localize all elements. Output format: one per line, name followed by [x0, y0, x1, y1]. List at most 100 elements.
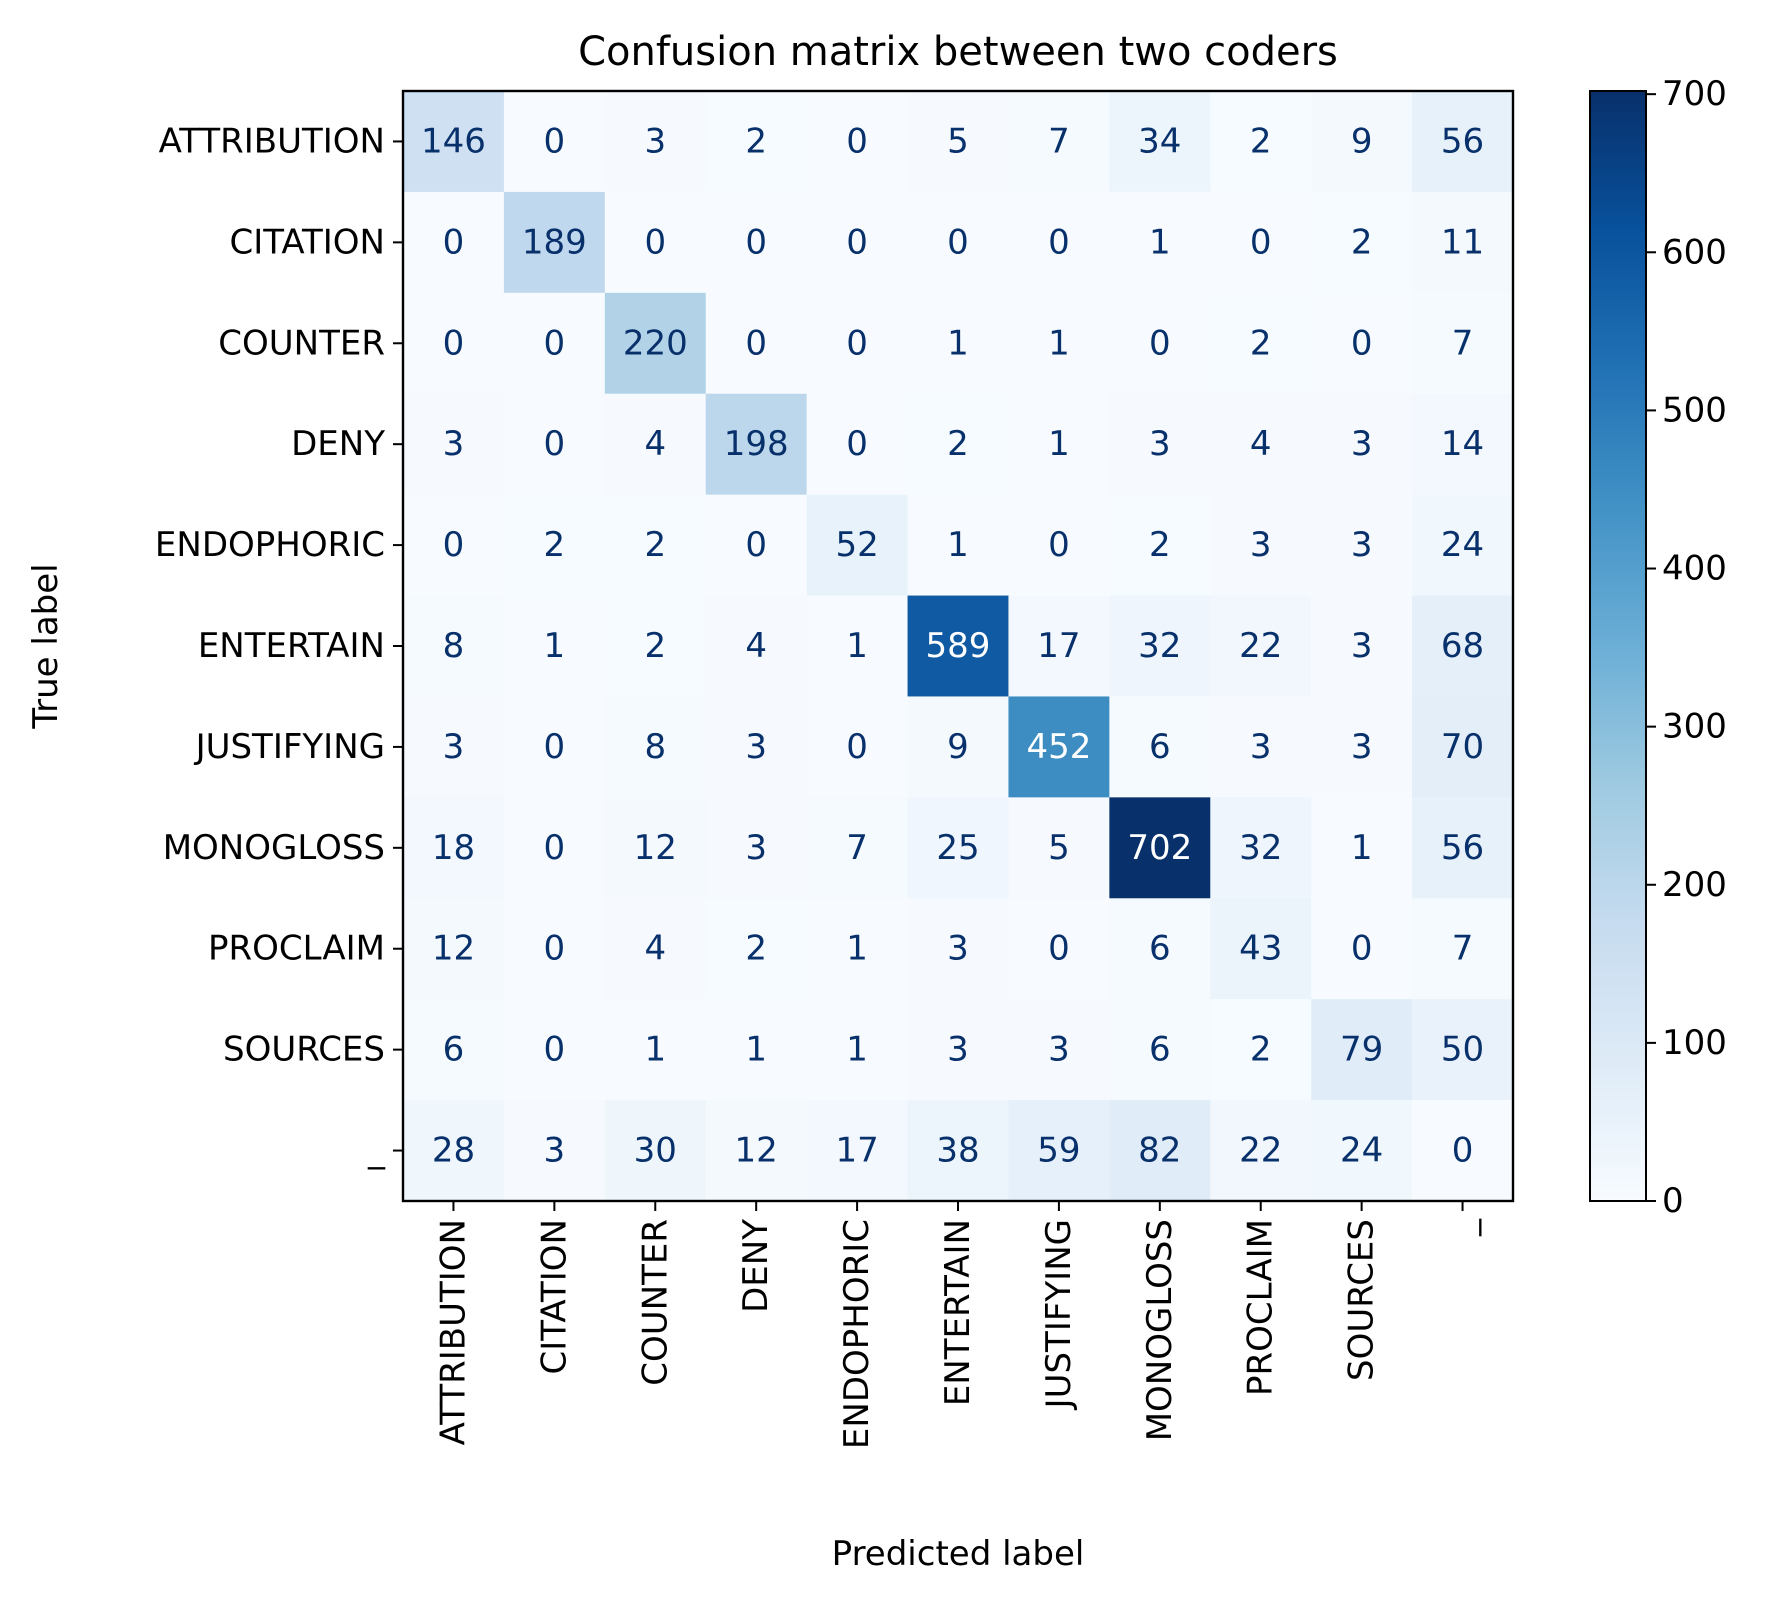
heatmap-cell [1008, 191, 1110, 294]
heatmap-cell [403, 191, 505, 294]
colorbar-tick-label: 600 [1662, 232, 1727, 272]
cell-value-label: 17 [835, 1131, 878, 1171]
cell-value-label: 2 [947, 424, 969, 464]
x-tick-label: ATTRIBUTION [433, 1219, 473, 1445]
cell-value-label: 0 [846, 424, 868, 464]
heatmap-cell [907, 898, 1009, 1000]
cell-value-label: 0 [1048, 929, 1070, 969]
heatmap-cell [604, 898, 707, 1000]
heatmap-cell [403, 393, 505, 496]
x-tick-label: JUSTIFYING [1039, 1219, 1079, 1410]
cell-value-label: 0 [846, 727, 868, 767]
heatmap-cell [604, 797, 707, 899]
heatmap-cell [705, 696, 808, 798]
cell-value-label: 5 [1048, 828, 1070, 868]
heatmap-cell [1210, 696, 1312, 798]
heatmap-cell [1109, 696, 1211, 798]
heatmap-cell [705, 91, 808, 193]
cell-value-label: 1 [644, 1030, 666, 1070]
cell-value-label: 12 [735, 1131, 778, 1171]
heatmap-cell [1008, 999, 1110, 1101]
heatmap-cell [403, 292, 505, 395]
heatmap-cells [403, 91, 1514, 1202]
cell-value-label: 7 [1452, 929, 1474, 969]
heatmap-cell [907, 191, 1009, 294]
cell-value-label: 6 [1149, 727, 1171, 767]
heatmap-cell [403, 595, 505, 697]
heatmap-cell [604, 393, 707, 496]
x-tick-label: PROCLAIM [1241, 1219, 1281, 1396]
heatmap-cell [1412, 595, 1514, 697]
heatmap-cell [1311, 696, 1413, 798]
cell-value-label: 3 [947, 1030, 969, 1070]
cell-value-label: 7 [846, 828, 868, 868]
cell-value-label: 30 [634, 1131, 677, 1171]
heatmap-cell [1210, 292, 1312, 395]
heatmap-cell [907, 91, 1009, 193]
cell-value-label: 6 [1149, 929, 1171, 969]
heatmap-cell [1008, 292, 1110, 395]
heatmap-cell [604, 292, 707, 395]
heatmap-cell [1109, 191, 1211, 294]
cell-value-label: 1 [544, 626, 566, 666]
heatmap-cell [1008, 91, 1110, 193]
y-tick-label: ENTERTAIN [198, 626, 385, 666]
cell-value-label: 18 [432, 828, 475, 868]
heatmap-cell [1210, 1100, 1312, 1202]
cell-value-label: 0 [544, 121, 566, 161]
cell-value-label: 0 [1452, 1131, 1474, 1171]
heatmap-cell [1210, 595, 1312, 697]
heatmap-cell [604, 494, 707, 597]
heatmap-cell [1109, 898, 1211, 1000]
cell-value-label: 24 [1441, 525, 1484, 565]
cell-value-label: 2 [745, 929, 767, 969]
y-axis-label: True label [26, 563, 66, 729]
x-tick-label: ENDOPHORIC [837, 1219, 877, 1449]
cell-value-label: 8 [443, 626, 465, 666]
cell-value-label: 2 [745, 121, 767, 161]
cell-value-label: 0 [846, 323, 868, 363]
cell-value-label: 3 [1351, 626, 1373, 666]
cell-value-label: 38 [936, 1131, 979, 1171]
cell-value-label: 9 [947, 727, 969, 767]
cell-value-label: 28 [432, 1131, 475, 1171]
cell-value-label: 2 [1250, 323, 1272, 363]
cell-value-label: 3 [544, 1131, 566, 1171]
colorbar-ticks: 0 100 200 300 400 500 600 700 [1646, 74, 1727, 1221]
heatmap-cell [705, 898, 808, 1000]
cell-value-label: 4 [1250, 424, 1272, 464]
heatmap-cell [604, 595, 707, 697]
cell-value-label: 34 [1138, 121, 1181, 161]
heatmap-cell [806, 999, 909, 1101]
heatmap-cell [1412, 91, 1514, 193]
cell-value-label: 25 [936, 828, 979, 868]
colorbar-tick-label: 500 [1662, 390, 1727, 430]
heatmap-cell [604, 1100, 707, 1202]
colorbar-tick-label: 200 [1662, 865, 1727, 905]
heatmap-cell [806, 91, 909, 193]
cell-value-label: 52 [835, 525, 878, 565]
y-tick-label: DENY [291, 424, 385, 464]
cell-value-label: 220 [623, 323, 688, 363]
cell-value-label: 3 [1048, 1030, 1070, 1070]
cell-value-label: 0 [846, 222, 868, 262]
x-tick-labels: ATTRIBUTION CITATION COUNTER DENY ENDOPHORIC… [433, 1201, 1483, 1449]
y-tick-label: JUSTIFYING [194, 727, 385, 767]
cell-value-label: 12 [634, 828, 677, 868]
y-tick-label: COUNTER [218, 323, 385, 363]
cell-value-label: 0 [443, 222, 465, 262]
y-tick-label: CITATION [229, 222, 385, 262]
colorbar-tick-label: 0 [1662, 1181, 1684, 1221]
heatmap-cell [1311, 898, 1413, 1000]
cell-value-label: 3 [1149, 424, 1171, 464]
cell-value-label: 0 [443, 525, 465, 565]
cell-value-label: 0 [1149, 323, 1171, 363]
heatmap-cell [705, 292, 808, 395]
heatmap-cell [503, 999, 606, 1101]
cell-value-label: 0 [745, 323, 767, 363]
cell-value-label: 0 [544, 323, 566, 363]
heatmap-cell [1109, 1100, 1211, 1202]
colorbar-tick-label: 700 [1662, 74, 1727, 114]
heatmap-cell [705, 393, 808, 496]
heatmap-cell [1008, 393, 1110, 496]
